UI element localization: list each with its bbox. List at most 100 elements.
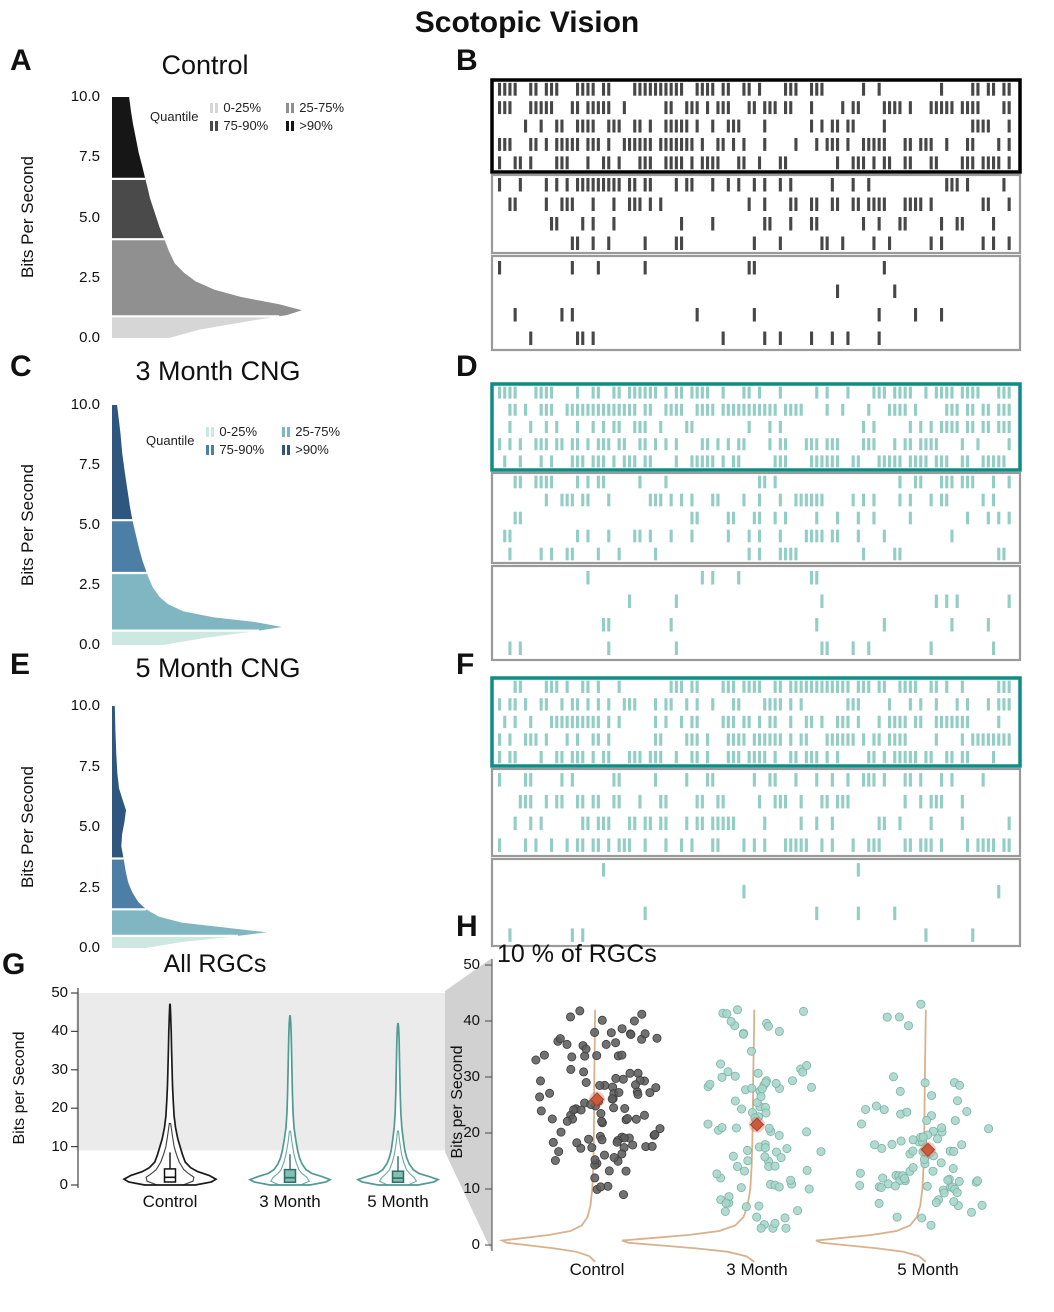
rgc-dot <box>878 1173 888 1183</box>
rgc-dot <box>776 1153 786 1163</box>
spike <box>815 82 819 96</box>
spike <box>950 715 954 729</box>
spike <box>513 816 517 831</box>
spike <box>617 386 621 399</box>
rgc-dot <box>876 1183 886 1193</box>
spike <box>534 386 538 399</box>
spike <box>622 438 626 451</box>
spike <box>986 733 990 746</box>
spike <box>513 751 517 764</box>
spike <box>992 82 996 96</box>
spike <box>508 751 512 764</box>
spike <box>773 698 777 711</box>
spike <box>752 101 756 115</box>
spike <box>654 733 658 746</box>
rgc-dot <box>788 1076 798 1086</box>
panel-c-ridge-quantile-3 <box>112 405 133 521</box>
spike <box>976 733 980 746</box>
spike <box>695 455 699 468</box>
spike <box>628 838 632 852</box>
spike <box>581 838 585 852</box>
spike <box>737 178 741 192</box>
spike <box>695 386 699 399</box>
spike <box>544 82 548 96</box>
spike <box>654 715 658 729</box>
spike <box>633 403 637 416</box>
spike <box>971 928 975 942</box>
spike <box>950 751 954 764</box>
spike <box>659 421 663 433</box>
rgc-dot <box>871 1101 881 1111</box>
spike <box>945 178 949 192</box>
rgc-dot <box>931 1198 941 1208</box>
spike <box>680 217 684 231</box>
spike <box>544 475 548 489</box>
spike <box>742 138 746 151</box>
spike <box>586 82 590 96</box>
spike <box>966 751 970 764</box>
spike <box>607 838 611 852</box>
spike <box>591 119 595 133</box>
spike <box>690 138 694 151</box>
spike <box>903 838 907 852</box>
spike <box>628 455 632 468</box>
spike <box>1002 101 1006 115</box>
spike <box>992 236 996 250</box>
rgc-dot <box>887 1139 897 1149</box>
spike <box>596 178 600 192</box>
spike <box>726 751 730 764</box>
spike <box>638 475 642 489</box>
spike <box>570 455 574 468</box>
legend-item-label: >90% <box>295 442 329 457</box>
spike <box>591 178 595 192</box>
spike <box>544 680 548 693</box>
spike <box>794 773 798 787</box>
spike <box>591 101 595 115</box>
spike <box>591 386 595 399</box>
spike <box>908 138 912 151</box>
spike <box>586 403 590 416</box>
rgc-dot <box>596 1182 606 1192</box>
spike <box>690 455 694 468</box>
spike <box>539 386 543 399</box>
rgc-dot <box>619 1190 629 1200</box>
spike <box>664 101 668 115</box>
spike <box>544 138 548 151</box>
spike <box>929 236 933 250</box>
rgc-dot <box>916 999 926 1009</box>
spike <box>882 261 886 275</box>
spike <box>934 438 938 451</box>
spike <box>763 101 767 115</box>
spike <box>810 217 814 231</box>
spike <box>877 308 881 322</box>
spike <box>690 680 694 693</box>
spike <box>908 386 912 399</box>
spike <box>550 838 554 852</box>
spike <box>576 82 580 96</box>
spike <box>872 751 876 764</box>
rgc-dot <box>626 1030 636 1040</box>
spike <box>851 156 855 170</box>
spike <box>799 493 803 507</box>
spike <box>716 101 720 115</box>
spike <box>768 438 772 451</box>
rgc-dot <box>555 1034 565 1044</box>
spike <box>586 438 590 451</box>
spike <box>778 455 782 468</box>
spike <box>617 178 621 192</box>
spike <box>981 733 985 746</box>
rgc-dot <box>609 1153 619 1163</box>
spike <box>726 816 730 831</box>
spike <box>524 403 528 416</box>
spike <box>560 751 564 764</box>
panel-label-c: C <box>10 350 33 383</box>
rgc-dot <box>531 1055 541 1065</box>
spike <box>664 82 668 96</box>
spike <box>825 138 829 151</box>
panel-c-quantile-legend: Quantile 0-25% 25-75% 75-90% >90% <box>146 424 340 457</box>
rgc-dot <box>633 1089 643 1099</box>
spike <box>565 547 569 561</box>
spike <box>700 386 704 399</box>
spike <box>940 421 944 433</box>
rgc-dot <box>740 1166 750 1176</box>
